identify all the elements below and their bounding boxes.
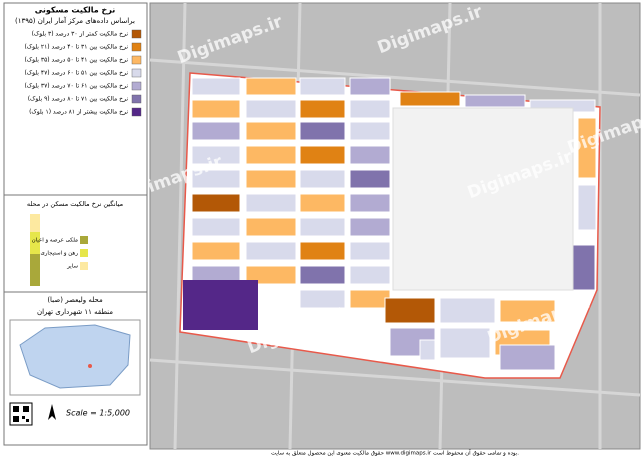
block (245, 121, 297, 141)
legend-label: نرخ مالکیت بین ۵۱ تا ۶۰ درصد (۴۷ بلوک) (24, 69, 128, 77)
block (439, 327, 491, 359)
block (577, 184, 597, 231)
block (245, 217, 297, 237)
block (245, 241, 297, 261)
block (245, 265, 297, 285)
legend-label: نرخ مالکیت کمتر از ۳۰ درصد (۳ بلوک) (32, 30, 129, 38)
legend-swatch (131, 68, 142, 78)
block (419, 339, 436, 361)
chart-legend-label: سایر (66, 264, 78, 270)
legend-swatch (131, 94, 142, 104)
block (577, 117, 597, 179)
block (349, 241, 391, 261)
mini-bar (30, 254, 40, 286)
district-name: منطقه ۱۱ شهرداری تهران (37, 308, 113, 316)
block (439, 297, 496, 324)
chart-title: میانگین نرخ مالکیت مسکن در محله (27, 200, 123, 208)
block (299, 145, 346, 165)
chart-legend-label: رهن و استیجاری (40, 251, 78, 257)
block (191, 217, 241, 237)
block (299, 99, 346, 119)
block (191, 145, 241, 165)
chart-legend: ملکی عرصه و اعیان رهن و استیجاری سایر (32, 236, 88, 270)
inset-city (19, 324, 131, 389)
block (245, 169, 297, 189)
block (183, 280, 258, 330)
legend-label: نرخ مالکیت بیشتر از ۸۱ درصد (۱ بلوک) (29, 108, 128, 116)
open-area (392, 107, 574, 291)
blocks (183, 77, 597, 371)
footer: حقوق مالکیت معنوی این محصول متعلق به سای… (271, 450, 519, 457)
legend: نرخ مالکیت کمتر از ۳۰ درصد (۳ بلوک) نرخ م… (24, 29, 142, 117)
neighborhood-name: محله ولیعصر (صبا) (47, 296, 103, 304)
block (245, 193, 297, 213)
block (349, 77, 391, 96)
legend-label: نرخ مالکیت بین ۶۱ تا ۷۰ درصد (۳۷ بلوک) (24, 82, 128, 90)
block (349, 145, 391, 165)
block (499, 299, 556, 323)
block (245, 99, 297, 119)
chart-legend-label: ملکی عرصه و اعیان (32, 237, 78, 244)
block (299, 193, 346, 213)
title: نرخ مالکیت مسکونی (35, 6, 116, 15)
block (299, 241, 346, 261)
block (191, 121, 241, 141)
block (245, 77, 297, 96)
block (299, 265, 346, 285)
block (464, 94, 526, 108)
block (191, 193, 241, 213)
block (299, 289, 346, 309)
block (349, 193, 391, 213)
mini-bar (30, 232, 40, 254)
block (299, 217, 346, 237)
legend-swatch (131, 55, 142, 65)
legend-label: نرخ مالکیت بین ۴۱ تا ۵۰ درصد (۳۵ بلوک) (24, 56, 128, 64)
qr-pattern (13, 406, 29, 422)
block (191, 77, 241, 96)
legend-swatch (131, 29, 142, 39)
block (499, 344, 556, 371)
chart-legend-swatch (80, 262, 88, 270)
legend-swatch (131, 107, 142, 117)
chart-legend-swatch (80, 236, 88, 244)
chart-legend-swatch (80, 249, 88, 257)
legend-swatch (131, 81, 142, 91)
block (349, 217, 391, 237)
block (384, 297, 436, 324)
block (349, 265, 391, 285)
block (399, 91, 461, 107)
block (191, 241, 241, 261)
block (299, 169, 346, 189)
subtitle: براساس داده‌های مرکز آمار ایران (۱۳۹۵) (15, 16, 135, 25)
block (191, 99, 241, 119)
inset-location (88, 364, 92, 368)
block (349, 99, 391, 119)
legend-label: نرخ مالکیت بین ۳۱ تا ۴۰ درصد (۲۱ بلوک) (24, 43, 128, 51)
legend-swatch (131, 42, 142, 52)
block (349, 169, 391, 189)
north-arrow (48, 404, 56, 420)
block (299, 121, 346, 141)
block (191, 169, 241, 189)
block (349, 289, 391, 309)
legend-label: نرخ مالکیت بین ۷۱ تا ۸۰ درصد (۹ بلوک) (28, 95, 129, 103)
block (569, 244, 596, 291)
block (349, 121, 391, 141)
scale: Scale = 1:5,000 (66, 409, 130, 418)
block (245, 145, 297, 165)
block (299, 77, 346, 96)
